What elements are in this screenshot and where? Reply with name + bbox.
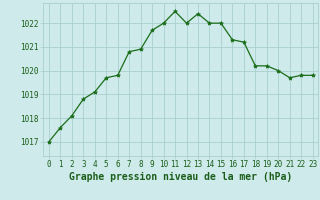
X-axis label: Graphe pression niveau de la mer (hPa): Graphe pression niveau de la mer (hPa) <box>69 172 292 182</box>
